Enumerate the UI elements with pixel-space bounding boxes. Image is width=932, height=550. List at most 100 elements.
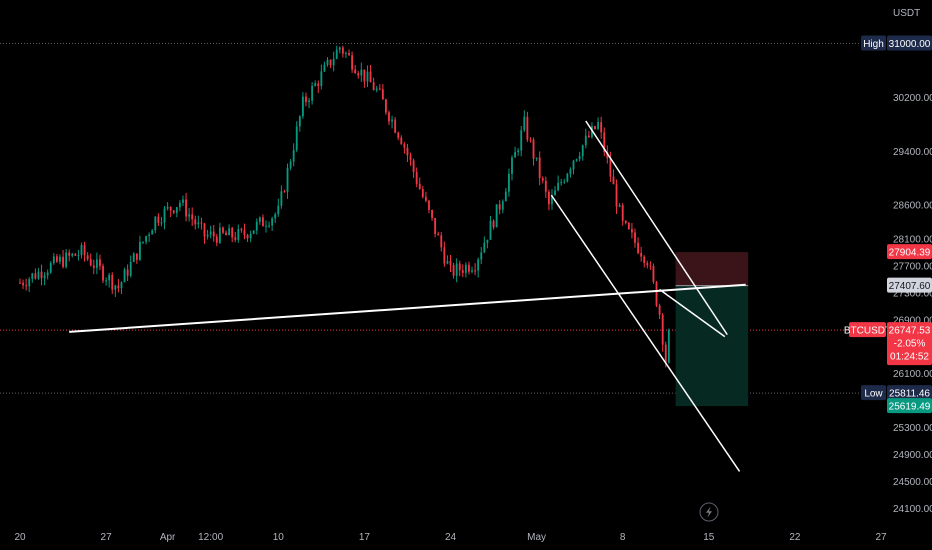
candle-body — [37, 271, 40, 279]
candle-body — [234, 237, 237, 240]
candle-body — [71, 253, 74, 256]
candle-body — [391, 119, 393, 122]
candle-body — [172, 210, 175, 213]
low-label: Low — [864, 389, 883, 400]
candle-body — [566, 174, 569, 182]
high-value-box — [887, 35, 932, 51]
candle-body — [578, 156, 581, 160]
high-label-box — [861, 35, 886, 51]
time-tick-label: 24 — [445, 532, 457, 543]
candle-body — [74, 253, 77, 256]
candle-body — [508, 173, 510, 192]
candle-body — [246, 234, 249, 239]
candle-body — [560, 182, 563, 184]
candle-body — [455, 263, 458, 276]
candle-body — [526, 116, 529, 140]
candle-body — [148, 234, 151, 237]
candle-body — [597, 122, 600, 129]
candle-body — [292, 150, 295, 162]
price-tick-label: 29400.00 — [893, 147, 932, 158]
candle-body — [166, 206, 169, 209]
last-label: BTCUSDT — [844, 326, 891, 337]
candle-body — [271, 218, 274, 226]
candle-body — [178, 202, 181, 208]
candle-body — [280, 191, 283, 206]
candle-body — [43, 275, 46, 279]
trend-line[interactable] — [69, 283, 746, 333]
candle-body — [286, 167, 289, 192]
candle-body — [489, 220, 492, 240]
candle-body — [661, 314, 664, 345]
candle-body — [624, 220, 627, 223]
candle-body — [77, 255, 80, 257]
price-axis[interactable]: 24100.0024500.0024900.0025300.0025700.00… — [893, 39, 932, 515]
candle-body — [584, 135, 587, 146]
candle-body — [443, 247, 446, 264]
candle-body — [105, 280, 108, 282]
candle-body — [649, 265, 652, 267]
candle-body — [314, 83, 317, 86]
candle-body — [477, 259, 480, 271]
candle-body — [520, 130, 523, 151]
candle-body — [363, 69, 366, 82]
price-tick-label: 24900.00 — [893, 450, 932, 461]
entry-value: 27407.60 — [889, 281, 931, 292]
candle-body — [301, 96, 304, 117]
candle-body — [185, 199, 187, 217]
candle-body — [163, 208, 166, 223]
candle-body — [117, 285, 120, 289]
candle-body — [394, 119, 397, 133]
candle-body — [59, 256, 61, 262]
high-value: 31000.00 — [889, 39, 931, 50]
candle-body — [431, 209, 433, 218]
candle-body — [538, 157, 541, 178]
price-tick-label: 24100.00 — [893, 504, 932, 515]
time-tick-label: 10 — [273, 532, 285, 543]
candle-body — [283, 191, 286, 193]
candle-body — [400, 137, 403, 145]
candle-body — [329, 59, 332, 66]
candle-body — [351, 55, 354, 70]
candle-body — [237, 228, 240, 240]
trend-line[interactable] — [659, 288, 726, 338]
candle-body — [323, 64, 326, 72]
entry-value-box — [887, 277, 932, 293]
candle-body — [643, 256, 646, 263]
trend-line[interactable] — [550, 194, 741, 472]
target-value-box — [887, 398, 932, 414]
candle-body — [523, 116, 526, 131]
time-axis[interactable]: 20 27 Apr 12:00 10 17 24 May 8 15 22 27 — [14, 532, 887, 543]
price-tick-label: 28100.00 — [893, 234, 932, 245]
candle-body — [634, 232, 636, 243]
candle-body — [265, 225, 267, 227]
candle-body — [551, 195, 553, 205]
trend-lines[interactable] — [69, 120, 746, 472]
candle-body — [34, 273, 37, 279]
candle-body — [517, 150, 520, 153]
candle-body — [606, 151, 609, 159]
candle-body — [305, 96, 307, 103]
candle-body — [458, 263, 461, 271]
candle-body — [464, 264, 467, 273]
time-tick-label: 17 — [359, 532, 371, 543]
candle-body — [637, 242, 639, 254]
price-tick-label: 26100.00 — [893, 369, 932, 380]
candle-body — [40, 271, 43, 279]
candle-body — [483, 242, 486, 253]
candle-body — [169, 206, 172, 211]
candle-body — [83, 245, 86, 256]
price-tick-label: 24500.00 — [893, 477, 932, 488]
stop-value: 27904.39 — [889, 248, 931, 259]
lightning-icon[interactable] — [699, 502, 719, 522]
candle-body — [311, 85, 314, 101]
price-tick-label: 25300.00 — [893, 423, 932, 434]
trend-line[interactable] — [585, 120, 728, 336]
time-tick-label: 27 — [875, 532, 887, 543]
candle-body — [89, 259, 92, 266]
candle-body — [80, 245, 83, 256]
candle-body — [111, 274, 114, 290]
candle-body — [114, 285, 117, 290]
candle-body — [200, 222, 203, 224]
position-zones[interactable] — [675, 252, 749, 407]
